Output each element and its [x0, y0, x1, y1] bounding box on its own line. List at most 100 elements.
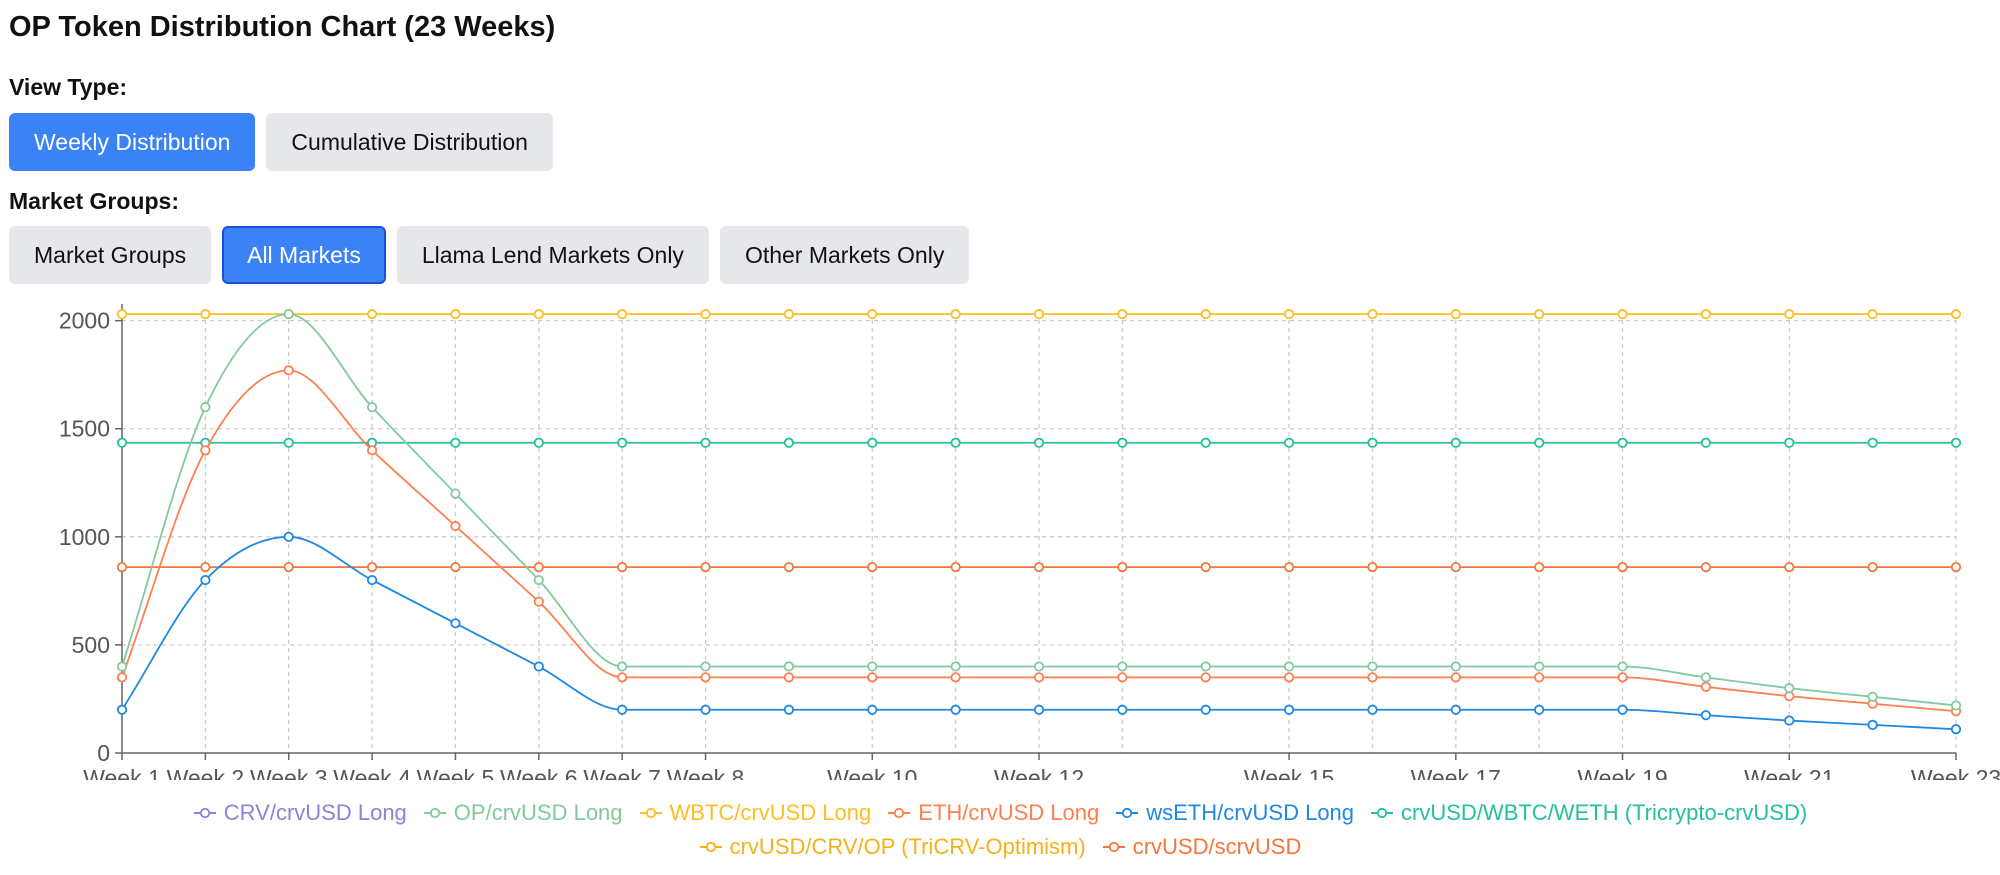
data-point	[366, 561, 378, 573]
data-point	[1950, 700, 1962, 711]
data-point	[617, 309, 628, 320]
legend-label: OP/crvUSD Long	[453, 800, 623, 825]
data-point	[783, 437, 795, 448]
data-point	[366, 402, 378, 413]
data-point	[1367, 309, 1378, 320]
data-point	[1283, 661, 1295, 672]
all-markets-button[interactable]: All Markets	[222, 226, 386, 284]
chart-series	[116, 309, 1962, 735]
data-point	[1784, 309, 1795, 320]
data-point	[950, 309, 961, 320]
data-point	[617, 661, 628, 672]
data-point	[1450, 561, 1461, 573]
data-point	[1367, 672, 1378, 683]
data-point	[533, 437, 544, 448]
x-tick-label: Week 6	[500, 765, 578, 780]
data-point	[533, 309, 544, 320]
legend-label: crvUSD/scrvUSD	[1132, 834, 1302, 859]
data-point	[200, 445, 211, 456]
data-point	[1117, 561, 1128, 573]
data-point	[283, 309, 294, 320]
data-point	[200, 561, 211, 573]
data-point	[1784, 437, 1795, 448]
data-point	[1117, 309, 1128, 320]
data-point	[1617, 672, 1628, 683]
data-point	[450, 309, 461, 320]
data-point	[1283, 309, 1295, 320]
data-point	[1867, 561, 1878, 573]
data-point	[1200, 661, 1211, 672]
data-point	[1534, 661, 1545, 672]
view-type-toggle: Weekly Distribution Cumulative Distribut…	[9, 113, 553, 171]
legend-item-op-crvusd-long[interactable]: OP/crvUSD Long	[423, 796, 623, 830]
x-tick-label: Week 8	[667, 765, 745, 780]
cumulative-distribution-button[interactable]: Cumulative Distribution	[266, 113, 553, 171]
data-point	[1450, 661, 1461, 672]
data-point	[1367, 661, 1378, 672]
legend-line-marker-icon	[1371, 807, 1394, 819]
legend-line-marker-icon	[888, 807, 911, 819]
data-point	[700, 561, 711, 573]
legend-item-eth-crvusd-long[interactable]: ETH/crvUSD Long	[887, 796, 1099, 830]
data-point	[200, 402, 211, 413]
other-markets-only-button[interactable]: Other Markets Only	[719, 226, 970, 284]
data-point	[283, 365, 294, 376]
legend-item-crv-crvusd-long[interactable]: CRV/crvUSD Long	[193, 796, 407, 830]
page-title: OP Token Distribution Chart (23 Weeks)	[9, 11, 556, 43]
data-point	[1367, 437, 1378, 448]
data-point	[1700, 672, 1712, 683]
data-point	[116, 437, 128, 448]
legend-item-crvusd-crv-op-tricrv-optimism[interactable]: crvUSD/CRV/OP (TriCRV-Optimism)	[699, 830, 1086, 864]
data-point	[1534, 309, 1545, 320]
data-point	[450, 561, 461, 573]
y-tick-label: 1500	[59, 416, 110, 442]
data-point	[1784, 683, 1795, 694]
data-point	[867, 309, 878, 320]
data-point	[283, 561, 294, 573]
data-point	[950, 672, 961, 683]
data-point	[1617, 661, 1628, 672]
series-op-crvusd-long	[116, 309, 1962, 711]
view-type-label: View Type:	[9, 74, 128, 100]
data-point	[1700, 710, 1712, 721]
data-point	[1450, 309, 1461, 320]
data-point	[1867, 437, 1878, 448]
legend-item-wbtc-crvusd-long[interactable]: WBTC/crvUSD Long	[639, 796, 871, 830]
data-point	[1117, 661, 1128, 672]
x-tick-label: Week 5	[417, 765, 495, 780]
data-point	[533, 574, 544, 586]
x-tick-label: Week 15	[1244, 765, 1334, 780]
data-point	[1700, 561, 1712, 573]
legend-line-marker-icon	[1102, 841, 1125, 853]
weekly-distribution-button[interactable]: Weekly Distribution	[9, 113, 256, 171]
legend-label: CRV/crvUSD Long	[223, 800, 407, 825]
data-point	[1617, 437, 1628, 448]
data-point	[617, 561, 628, 573]
data-point	[1700, 437, 1712, 448]
legend-item-wseth-crvusd-long[interactable]: wsETH/crvUSD Long	[1115, 796, 1354, 830]
legend-item-crvusd-wbtc-weth-tricrypto-crvusd[interactable]: crvUSD/WBTC/WETH (Tricrypto-crvUSD)	[1370, 796, 1807, 830]
market-groups-label: Market Groups:	[9, 188, 179, 214]
data-point	[867, 661, 878, 672]
legend-item-crvusd-scrvusd[interactable]: crvUSD/scrvUSD	[1102, 830, 1302, 864]
data-point	[200, 574, 211, 586]
data-point	[450, 618, 461, 629]
market-groups-button[interactable]: Market Groups	[9, 226, 212, 284]
data-point	[700, 437, 711, 448]
data-point	[366, 445, 378, 456]
llama-lend-markets-only-button[interactable]: Llama Lend Markets Only	[396, 226, 709, 284]
data-point	[1617, 309, 1628, 320]
data-point	[1283, 672, 1295, 683]
data-point	[1200, 437, 1211, 448]
data-point	[867, 437, 878, 448]
data-point	[366, 309, 378, 320]
data-point	[1033, 661, 1045, 672]
data-point	[1367, 704, 1378, 715]
chart-legend: CRV/crvUSD Long OP/crvUSD Long WBTC/crvUSD…	[0, 796, 2000, 864]
data-point	[1450, 704, 1461, 715]
series-wbtc-crvusd-long	[116, 309, 1962, 320]
data-point	[1617, 561, 1628, 573]
legend-line-marker-icon	[699, 841, 722, 853]
data-point	[1450, 672, 1461, 683]
data-point	[1867, 719, 1878, 730]
